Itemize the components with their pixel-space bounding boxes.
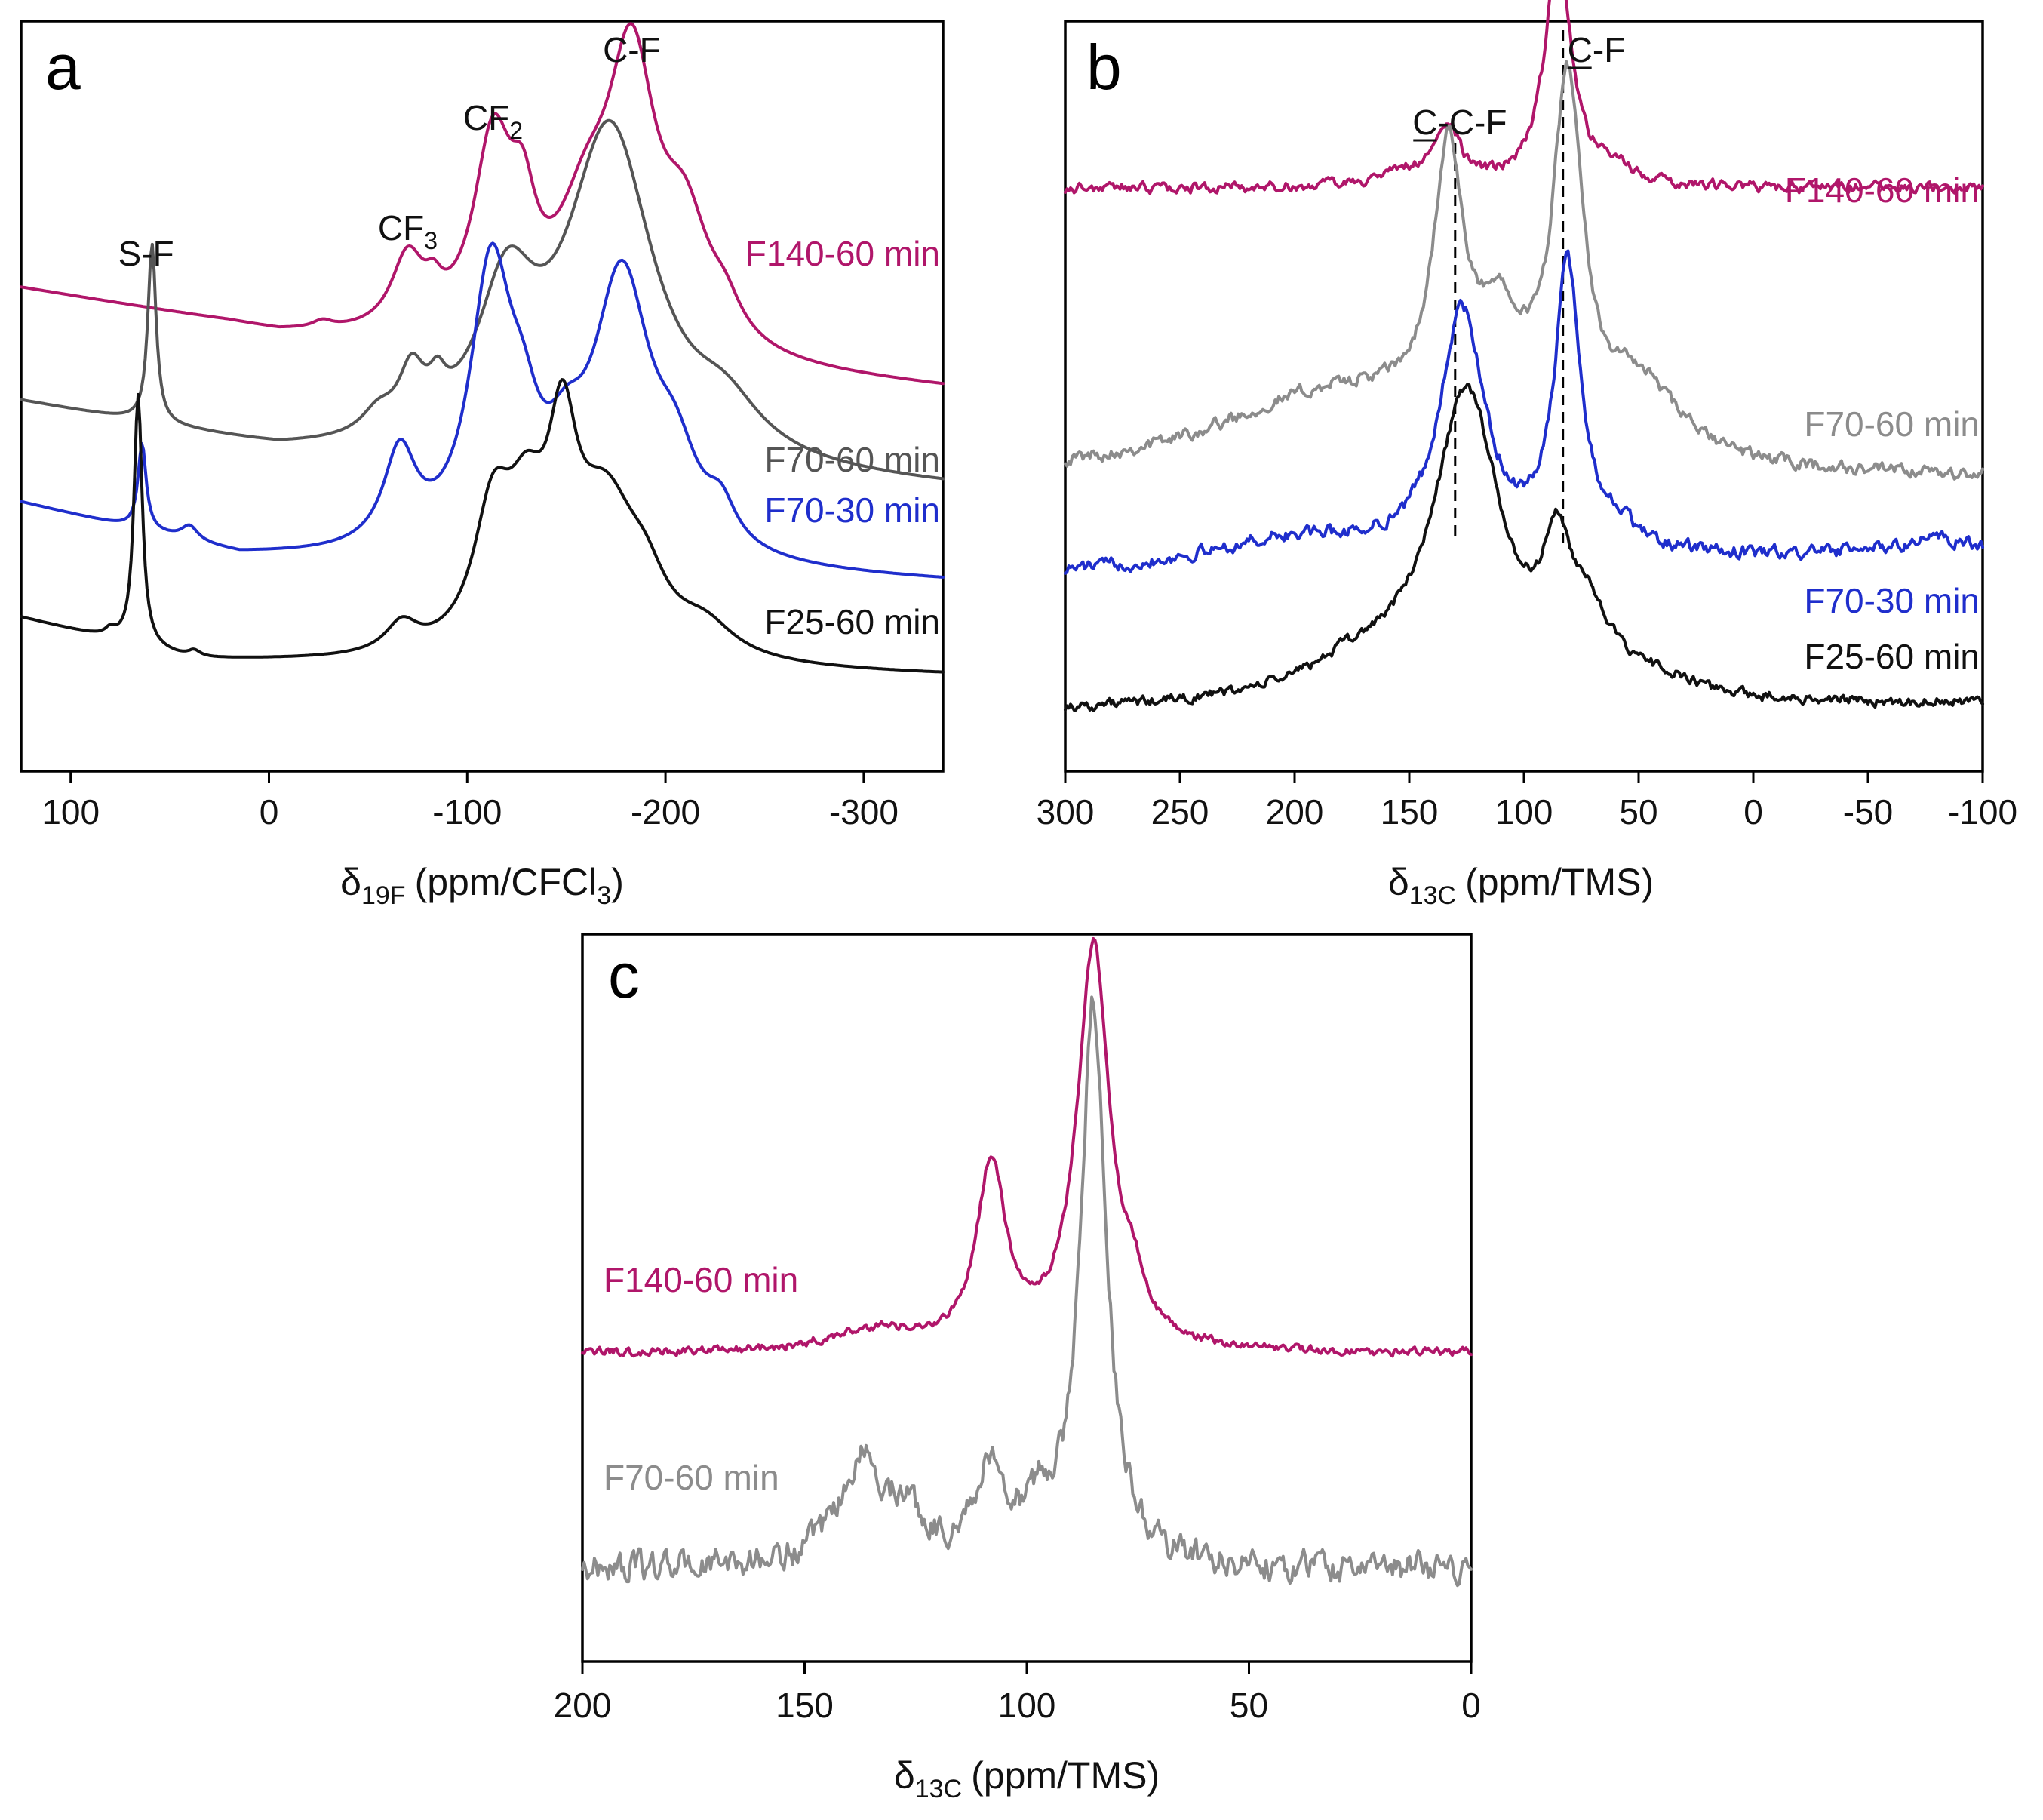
panel-a-xticks: 100 0 -100 -200 -300 (41, 771, 899, 832)
panel-a-annotation-cf2: CF2 (463, 98, 523, 144)
panel-a-trace-3 (20, 378, 945, 674)
panel-b-xtick-label: -100 (1948, 792, 2017, 832)
panel-a-xlabel-symbol: δ (340, 861, 361, 903)
panel-b-annotations: C-C-F C-F (1412, 30, 1625, 142)
panel-a-xlabel-unit: (ppm/CFCl (415, 861, 598, 903)
panel-b-xlabel-unit: (ppm/TMS) (1465, 861, 1654, 903)
panel-b-xtick-label: 50 (1619, 792, 1657, 832)
panel-a-xtick-label: 0 (260, 792, 279, 832)
panel-c-xlabel-sub: 13C (915, 1775, 962, 1803)
panel-a-annotation-cf: C-F (603, 30, 661, 69)
panel-b-xtick-label: 250 (1151, 792, 1209, 832)
panel-a-series-label: F70-30 min (764, 490, 940, 530)
panel-c-trace-0 (581, 936, 1473, 1358)
panel-a-series-labels: F140-60 min F70-60 min F70-30 min F25-60 mi… (745, 234, 940, 641)
panel-b-trace-3 (1064, 383, 1984, 712)
panel-b-xtick-label: 300 (1037, 792, 1095, 832)
panel-a-annotations: S-F CF3 CF2 C-F (118, 30, 661, 273)
panel-a-xlabel-unit-sub: 3 (597, 881, 611, 910)
panel-b-trace-2 (1064, 249, 1984, 575)
panel-a-frame (20, 20, 945, 773)
panel-a-trace-2 (20, 241, 945, 579)
panel-a-xlabel: δ19F (ppm/CFCl3) (340, 861, 624, 910)
panel-a-letter: a (45, 32, 81, 103)
panel-b-trace-1 (1064, 60, 1984, 481)
panel-c-trace-1 (581, 995, 1473, 1588)
panel-b-traces (1064, 0, 1984, 712)
panel-a-xtick-label: -200 (631, 792, 700, 832)
panel-b: b 300 250 200 150 100 50 0 -50 -100 C-C-F C-F F14… (1037, 0, 2017, 910)
panel-b-series-labels: F140-60 min F70-60 min F70-30 min F25-60 mi… (1785, 171, 1980, 676)
panel-b-annotation-cf: C-F (1568, 30, 1626, 69)
panel-a-xtick-label: -300 (829, 792, 899, 832)
panel-c-xtick-label: 0 (1461, 1686, 1481, 1725)
panel-b-series-label: F70-60 min (1804, 404, 1980, 444)
panel-a-xtick-label: -100 (432, 792, 502, 832)
panel-b-xtick-label: 200 (1266, 792, 1324, 832)
panel-a-xlabel-sub: 19F (361, 881, 406, 910)
panel-c-traces (581, 936, 1473, 1588)
panel-a-traces (20, 22, 945, 674)
panel-b-xtick-label: 150 (1381, 792, 1439, 832)
panel-a: a 100 0 -100 -200 -300 S-F CF3 CF2 C-F F140-60 … (20, 20, 945, 910)
panel-c-xtick-label: 150 (776, 1686, 834, 1725)
panel-c-xlabel-symbol: δ (894, 1754, 915, 1797)
panel-c-xticks: 200 150 100 50 0 (554, 1662, 1481, 1725)
panel-c: c 200 150 100 50 0 F140-60 min F70-60 min δ13… (554, 933, 1481, 1803)
panel-b-annotation-ccf: C-C-F (1412, 103, 1507, 142)
panel-a-series-label: F25-60 min (764, 602, 940, 641)
panel-a-xlabel-close: ) (611, 861, 624, 903)
panel-c-series-labels: F140-60 min F70-60 min (604, 1260, 798, 1497)
panel-b-letter: b (1086, 32, 1122, 103)
panel-c-xtick-label: 50 (1230, 1686, 1268, 1725)
panel-a-series-label: F140-60 min (745, 234, 940, 273)
panel-b-dashed-markers (1454, 30, 1565, 543)
panel-a-xtick-label: 100 (41, 792, 100, 832)
panel-b-xticks: 300 250 200 150 100 50 0 -50 -100 (1037, 771, 2017, 832)
panel-a-trace-0 (20, 22, 945, 386)
panel-c-xtick-label: 100 (998, 1686, 1056, 1725)
panel-b-xlabel-sub: 13C (1409, 881, 1456, 910)
panel-c-letter: c (608, 940, 640, 1011)
panel-b-series-label: F25-60 min (1804, 637, 1980, 676)
panel-c-xlabel-unit: (ppm/TMS) (971, 1754, 1160, 1797)
panel-b-xlabel: δ13C (ppm/TMS) (1388, 861, 1654, 910)
panel-b-series-label: F140-60 min (1785, 171, 1980, 210)
panel-a-series-label: F70-60 min (764, 440, 940, 479)
panel-a-annotation-cf3: CF3 (378, 208, 438, 254)
panel-b-xtick-label: -50 (1843, 792, 1893, 832)
panel-c-xlabel: δ13C (ppm/TMS) (894, 1754, 1160, 1803)
panel-a-trace-1 (20, 118, 945, 481)
panel-b-xtick-label: 0 (1743, 792, 1763, 832)
panel-a-annotation-sf: S-F (118, 234, 174, 273)
panel-b-series-label: F70-30 min (1804, 581, 1980, 620)
panel-c-xtick-label: 200 (554, 1686, 612, 1725)
panel-c-series-label: F70-60 min (604, 1458, 779, 1497)
panel-c-series-label: F140-60 min (604, 1260, 798, 1299)
panel-b-xtick-label: 100 (1495, 792, 1553, 832)
panel-b-trace-0 (1064, 0, 1984, 195)
panel-b-xlabel-symbol: δ (1388, 861, 1409, 903)
